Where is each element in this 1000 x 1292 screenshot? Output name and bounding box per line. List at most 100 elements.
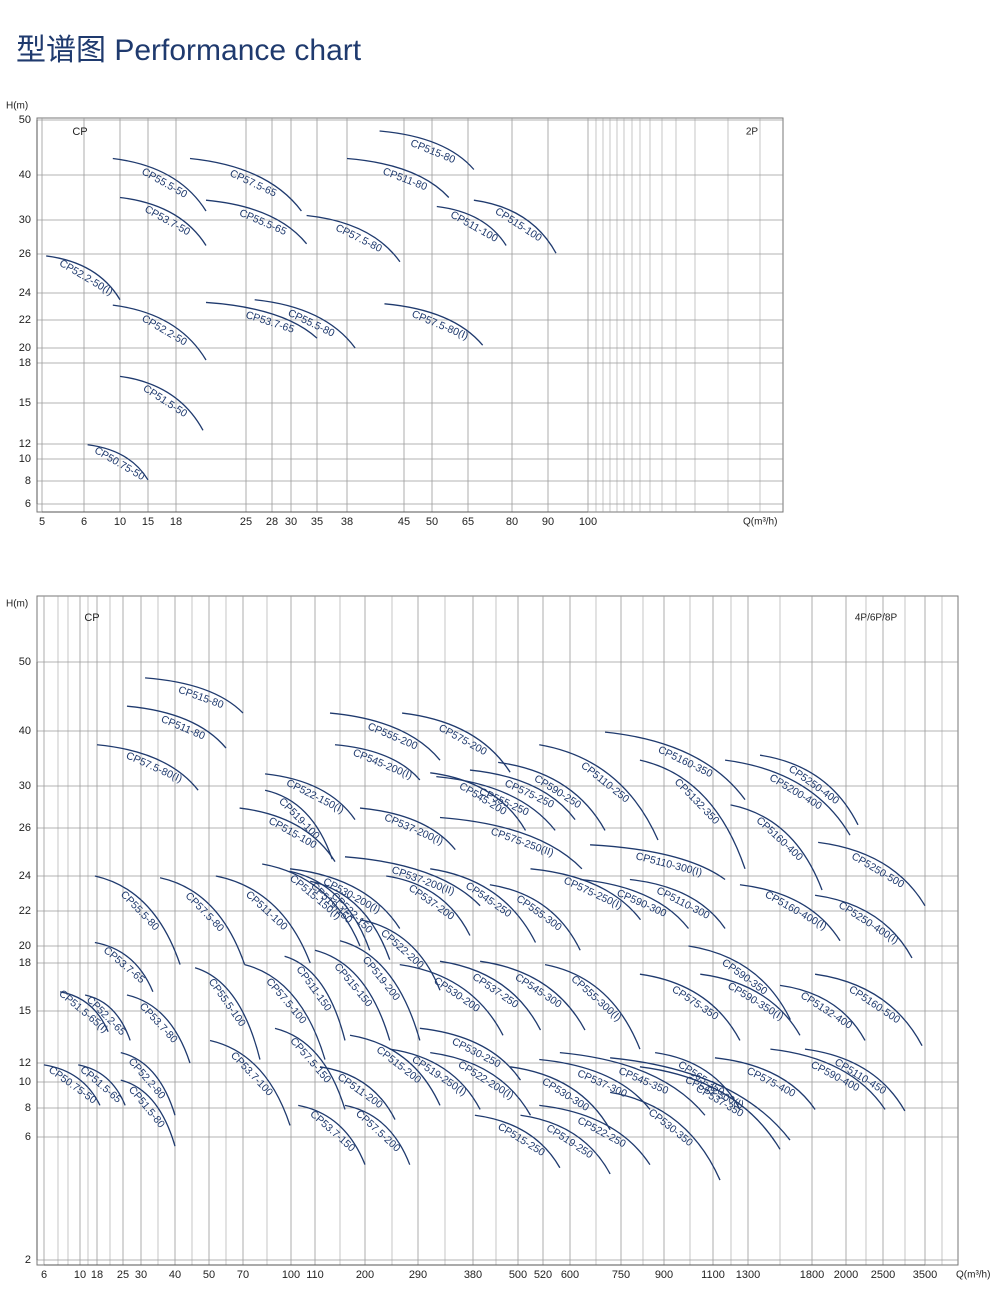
pump-curve xyxy=(112,304,207,361)
x-tick-label: 600 xyxy=(561,1269,579,1281)
pump-curve xyxy=(530,868,642,921)
x-tick-label: 100 xyxy=(282,1269,300,1281)
curve-label: CP52.2-50(I) xyxy=(57,257,115,298)
pump-curve xyxy=(639,1066,781,1150)
pump-curve xyxy=(730,804,823,891)
curve-label: CP511-80 xyxy=(159,713,207,742)
x-tick-label: 6 xyxy=(81,516,87,528)
pump-curve xyxy=(430,1051,532,1116)
curve-label: CP511-100 xyxy=(448,209,500,245)
curve-label: CP575-250(I) xyxy=(562,875,624,912)
pump-curve xyxy=(510,1066,611,1131)
x-tick-label: 110 xyxy=(306,1269,324,1281)
x-tick-label: 1800 xyxy=(800,1269,824,1281)
pump-curve xyxy=(386,875,471,936)
curve-label: CP57.5-150 xyxy=(288,1035,334,1085)
curve-label: CP5160-500 xyxy=(847,983,903,1026)
curve-label: CP55.5-50 xyxy=(140,166,190,201)
pump-curve xyxy=(289,868,401,929)
x-tick-label: 520 xyxy=(534,1269,552,1281)
curve-label: CP545-200(I) xyxy=(351,747,414,782)
curve-label: CP57.5-80 xyxy=(183,890,227,934)
y-tick-label: 10 xyxy=(19,453,31,465)
y-tick-label: 6 xyxy=(25,498,31,510)
pump-curve xyxy=(215,875,311,964)
y-tick-label: 22 xyxy=(19,314,31,326)
pump-curve xyxy=(688,945,791,1020)
pump-curve xyxy=(629,878,726,929)
x-axis-label: Q(m³/h) xyxy=(956,1270,990,1281)
x-tick-label: 18 xyxy=(170,516,182,528)
x-tick-label: 50 xyxy=(203,1269,215,1281)
pump-curve xyxy=(346,157,450,198)
x-tick-label: 5 xyxy=(39,516,45,528)
y-tick-label: 40 xyxy=(19,725,31,737)
pump-curve xyxy=(120,1079,176,1147)
pump-curve xyxy=(274,1027,346,1110)
curve-label: CP55.5-100 xyxy=(206,976,248,1029)
curve-label: CP522-200(I) xyxy=(456,1059,516,1103)
x-tick-label: 500 xyxy=(509,1269,527,1281)
x-tick-label: 10 xyxy=(74,1269,86,1281)
x-tick-label: 25 xyxy=(117,1269,129,1281)
y-tick-label: 12 xyxy=(19,438,31,450)
curve-label: CP515-80 xyxy=(409,137,457,166)
pump-curve xyxy=(804,1048,906,1112)
y-tick-label: 8 xyxy=(25,1102,31,1114)
curve-label: CP50.75-50 xyxy=(92,444,147,483)
x-tick-label: 28 xyxy=(266,516,278,528)
pump-curve xyxy=(610,1091,721,1181)
x-axis-label: Q(m³/h) xyxy=(743,517,777,528)
pump-curve xyxy=(112,157,207,212)
pump-curve xyxy=(489,884,581,951)
y-tick-label: 10 xyxy=(19,1076,31,1088)
y-tick-label: 2 xyxy=(25,1254,31,1266)
pump-curve xyxy=(43,1064,101,1106)
pump-curve xyxy=(209,1039,291,1126)
x-tick-label: 1300 xyxy=(736,1269,760,1281)
y-tick-label: 50 xyxy=(19,114,31,126)
pump-curve xyxy=(430,868,537,943)
pump-curve xyxy=(610,1057,791,1141)
pump-curve xyxy=(119,196,207,246)
x-tick-label: 2000 xyxy=(834,1269,858,1281)
curve-label: CP53.7-50 xyxy=(142,203,192,238)
x-tick-label: 30 xyxy=(135,1269,147,1281)
x-tick-label: 750 xyxy=(612,1269,630,1281)
pole-label: 2P xyxy=(746,127,759,138)
x-tick-label: 1100 xyxy=(701,1269,725,1281)
curve-label: CP5160-350 xyxy=(656,744,714,780)
pump-curve xyxy=(344,856,481,907)
pump-curve xyxy=(379,130,475,170)
pump-curve xyxy=(814,894,913,959)
pump-curve xyxy=(580,878,690,929)
curve-label: CP530-350 xyxy=(646,1106,695,1149)
x-tick-label: 40 xyxy=(169,1269,181,1281)
pump-curve xyxy=(344,1104,411,1165)
curve-label: CP5110-300(I) xyxy=(634,850,703,879)
curve-label: CP52.2-50 xyxy=(140,313,189,349)
pump-curve xyxy=(539,1058,651,1110)
x-tick-label: 50 xyxy=(426,516,438,528)
pump-curve xyxy=(469,769,576,820)
pump-curve xyxy=(359,919,441,991)
pump-curve xyxy=(544,963,641,1050)
pump-curve xyxy=(120,1051,176,1116)
y-tick-label: 6 xyxy=(25,1131,31,1143)
y-tick-label: 50 xyxy=(19,656,31,668)
x-tick-label: 18 xyxy=(91,1269,103,1281)
pump-curve xyxy=(60,991,109,1033)
curve-label: CP53.7-65 xyxy=(101,944,147,986)
x-tick-label: 2500 xyxy=(871,1269,895,1281)
pump-curve xyxy=(639,973,741,1041)
pump-curve xyxy=(389,1048,481,1110)
x-tick-label: 38 xyxy=(341,516,353,528)
pump-curve xyxy=(770,1048,886,1110)
pump-curve xyxy=(359,807,456,851)
y-tick-label: 20 xyxy=(19,940,31,952)
pump-curve xyxy=(314,949,391,1041)
pump-curve xyxy=(818,841,926,907)
pump-curve xyxy=(474,1114,561,1169)
pump-curve xyxy=(264,789,333,860)
